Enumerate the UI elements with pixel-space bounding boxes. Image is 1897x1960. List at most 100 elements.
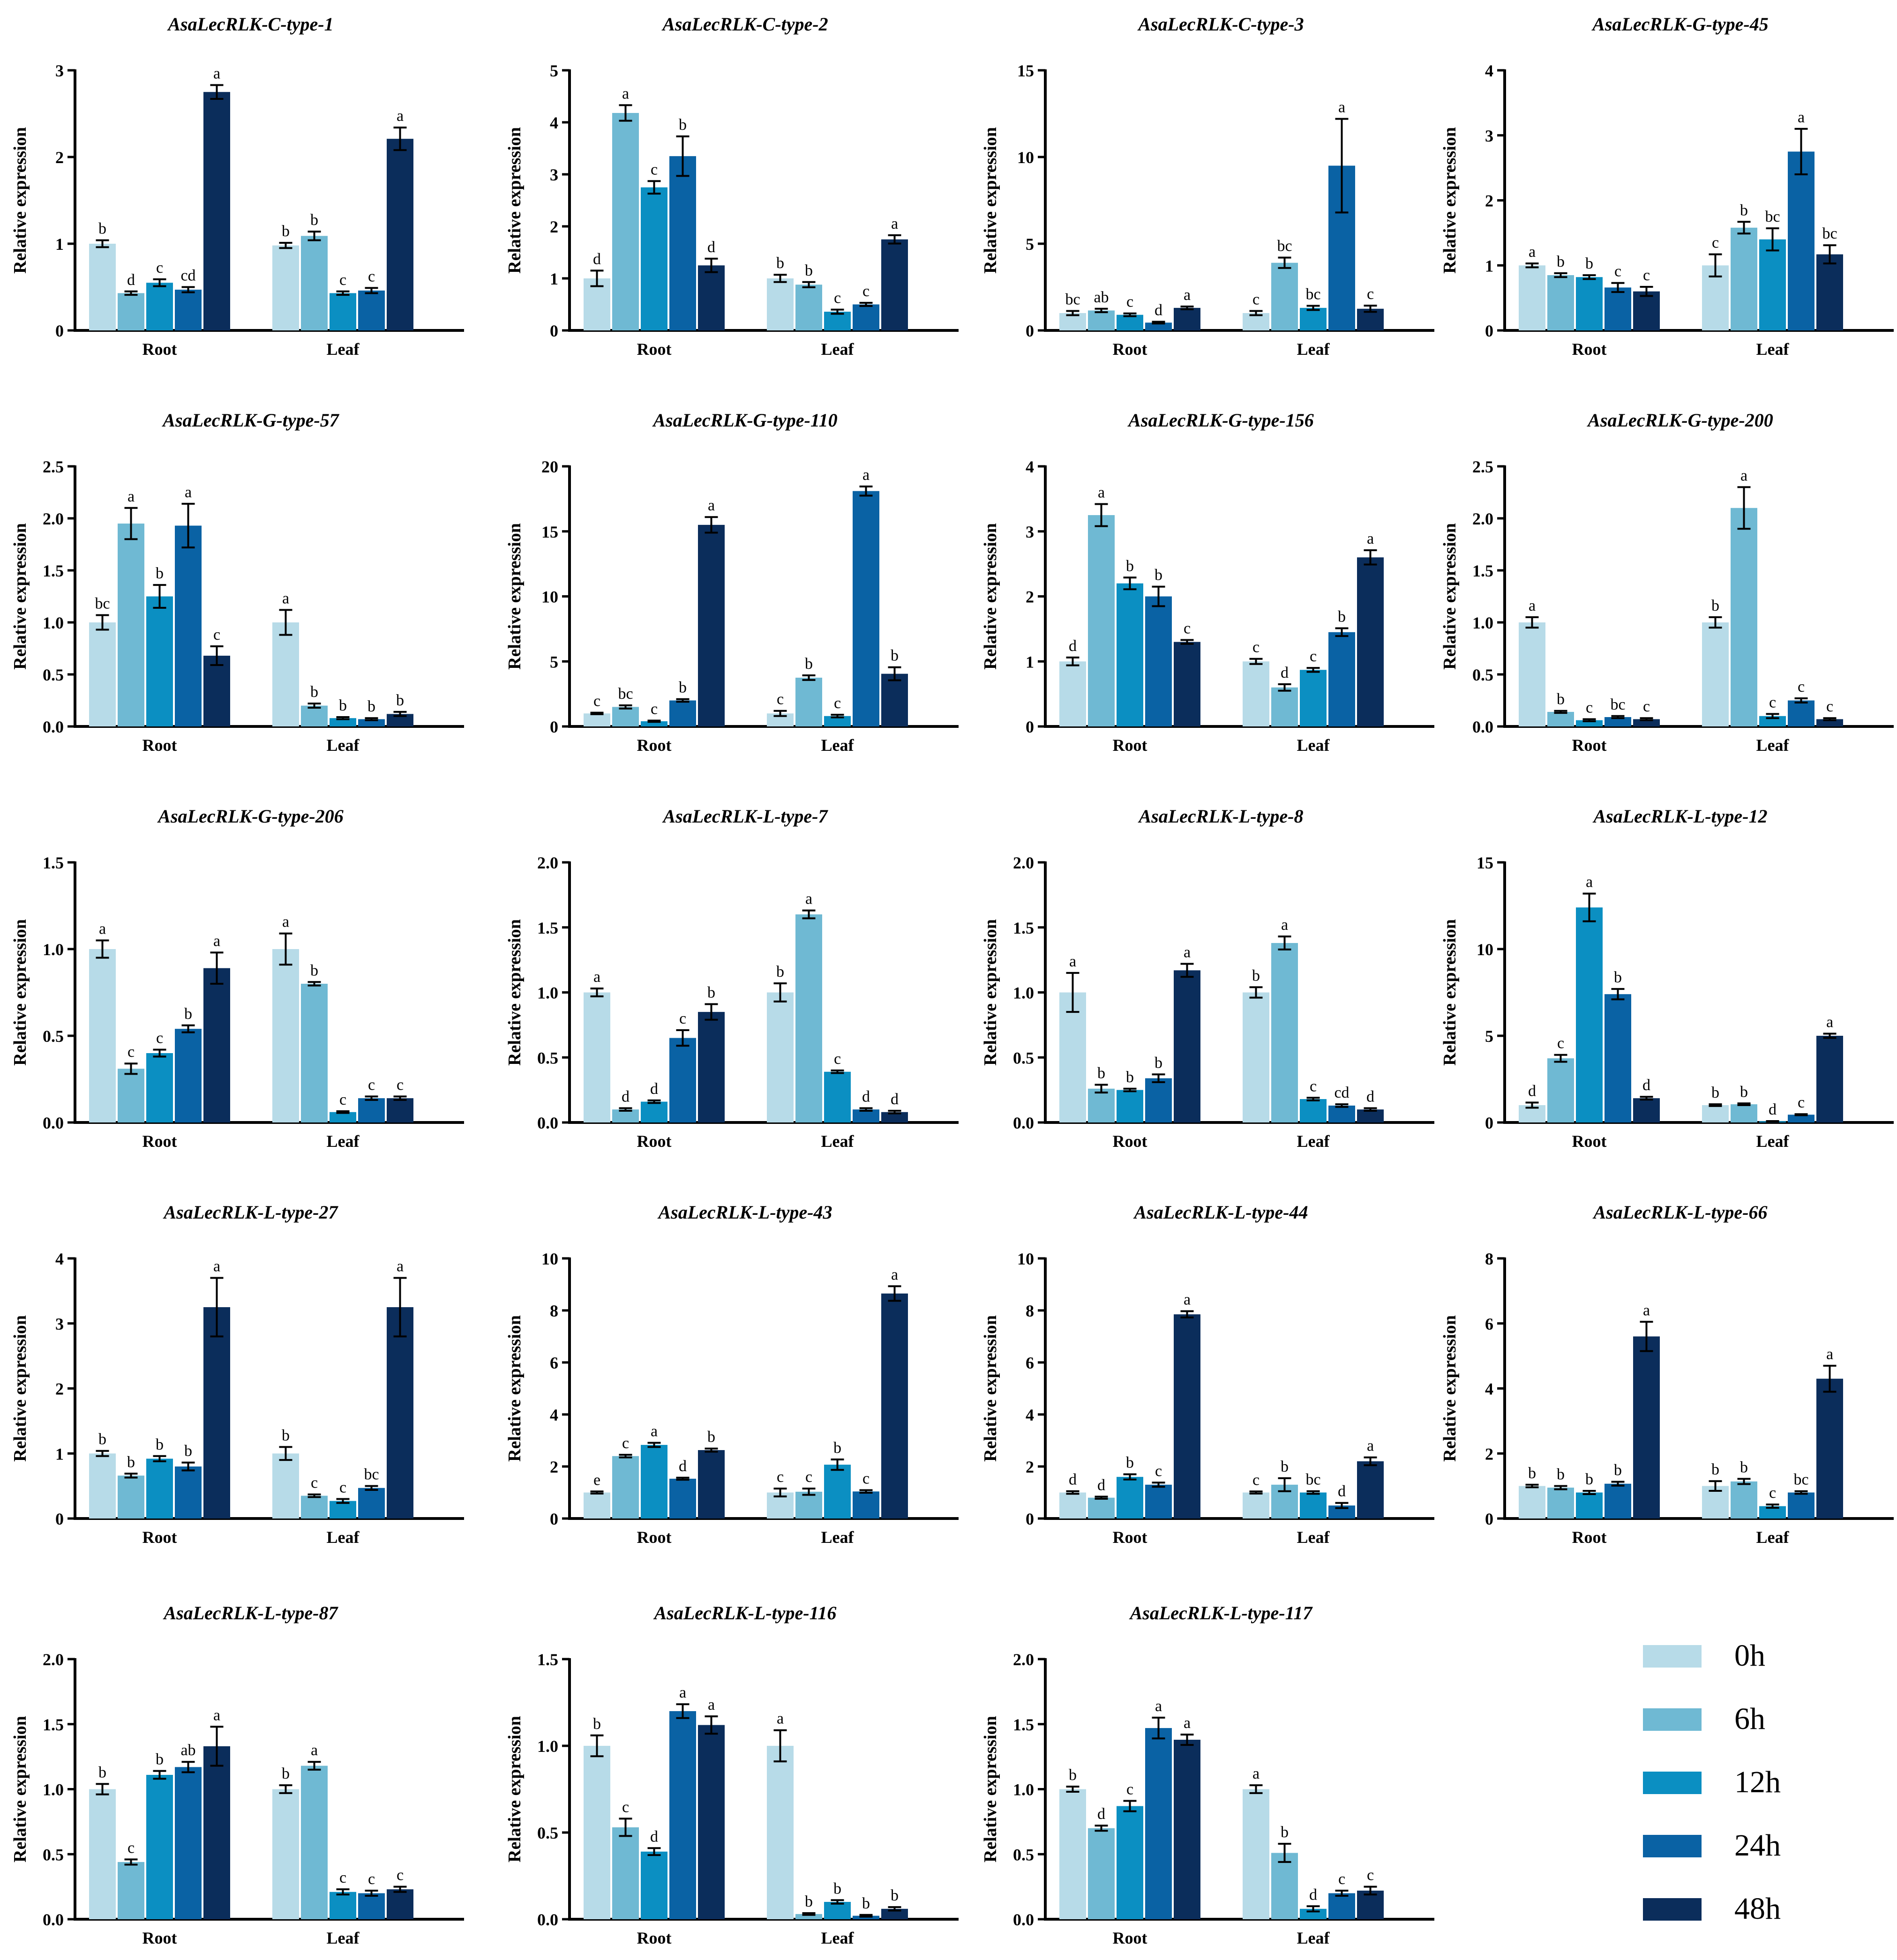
chart-panel: AsaLecRLK-G-type-110 Relative expression 0… xyxy=(505,410,959,755)
significance-letter: b xyxy=(1740,1459,1748,1476)
significance-letter: d xyxy=(650,1080,658,1098)
x-category-label: Leaf xyxy=(1297,1132,1330,1151)
x-category-label: Root xyxy=(1572,736,1607,755)
significance-letter: ab xyxy=(1094,289,1109,306)
significance-letter: b xyxy=(891,1887,899,1904)
bar xyxy=(1547,711,1574,726)
x-category-label: Leaf xyxy=(1297,736,1330,755)
bar xyxy=(358,1893,385,1919)
y-tick-label: 1.5 xyxy=(1013,1715,1034,1734)
significance-letter: a xyxy=(99,920,106,938)
significance-letter: c xyxy=(368,1870,375,1888)
x-category-label: Root xyxy=(637,1132,672,1151)
significance-letter: c xyxy=(311,1474,318,1492)
significance-letter: b xyxy=(1740,1083,1748,1100)
x-category-label: Root xyxy=(1113,1929,1147,1947)
bar xyxy=(641,1851,667,1919)
significance-letter: b xyxy=(1126,1069,1134,1086)
bar xyxy=(203,1746,230,1919)
x-category-label: Root xyxy=(1572,340,1607,359)
bar xyxy=(301,705,328,726)
significance-letter: ab xyxy=(180,1742,195,1759)
bar xyxy=(146,1774,173,1919)
bar xyxy=(1816,719,1843,726)
bar xyxy=(1633,719,1660,726)
bar xyxy=(1300,307,1327,330)
y-tick-label: 1.0 xyxy=(43,1780,64,1799)
significance-letter: c xyxy=(777,1468,784,1486)
bar xyxy=(146,596,173,726)
y-tick-label: 0.5 xyxy=(1013,1845,1034,1864)
bar xyxy=(175,290,202,330)
chart-title: AsaLecRLK-G-type-200 xyxy=(1586,410,1773,431)
y-tick-label: 1.0 xyxy=(1013,1780,1034,1799)
significance-letter: c xyxy=(1126,293,1133,311)
significance-letter: c xyxy=(156,259,163,277)
significance-letter: a xyxy=(213,1258,220,1275)
y-tick-label: 1 xyxy=(1485,256,1493,275)
significance-letter: c xyxy=(397,1077,404,1094)
chart-title: AsaLecRLK-L-type-87 xyxy=(163,1602,339,1623)
significance-letter: b xyxy=(1069,1766,1077,1784)
significance-letter: b xyxy=(282,1427,290,1444)
bar xyxy=(669,1479,696,1519)
y-axis-label: Relative expression xyxy=(505,1716,525,1863)
significance-letter: a xyxy=(1529,243,1536,261)
y-tick-label: 5 xyxy=(1026,235,1034,254)
y-tick-label: 3 xyxy=(1485,127,1493,145)
bar xyxy=(1788,151,1815,330)
significance-letter: b xyxy=(833,1880,841,1897)
bar xyxy=(1145,1484,1172,1519)
y-tick-label: 0.0 xyxy=(43,1114,64,1132)
x-category-label: Leaf xyxy=(327,1929,360,1947)
bar xyxy=(203,968,230,1122)
significance-letter: c xyxy=(1712,234,1719,252)
y-axis-label: Relative expression xyxy=(505,1315,525,1462)
significance-letter: c xyxy=(834,290,841,307)
bar xyxy=(584,1746,610,1919)
y-axis-label: Relative expression xyxy=(981,127,1000,274)
y-axis-label: Relative expression xyxy=(981,919,1000,1066)
significance-letter: b xyxy=(98,1431,106,1448)
y-axis-label: Relative expression xyxy=(981,1716,1000,1863)
y-tick-label: 4 xyxy=(1485,1380,1493,1399)
y-tick-label: 2 xyxy=(1485,192,1493,210)
chart-title: AsaLecRLK-G-type-156 xyxy=(1127,410,1313,431)
x-category-label: Leaf xyxy=(327,1528,360,1547)
x-category-label: Leaf xyxy=(821,340,855,359)
y-tick-label: 3 xyxy=(55,1315,64,1333)
significance-letter: b xyxy=(679,116,687,134)
significance-letter: c xyxy=(679,1010,686,1027)
bar xyxy=(669,1038,696,1122)
chart-panel: AsaLecRLK-L-type-117 Relative expression 0… xyxy=(981,1602,1434,1947)
chart-panel: AsaLecRLK-L-type-8 Relative expression 0.0… xyxy=(981,806,1434,1151)
significance-letter: b xyxy=(1711,1461,1719,1478)
significance-letter: a xyxy=(622,85,629,102)
bar xyxy=(881,1908,908,1919)
chart-title: AsaLecRLK-L-type-7 xyxy=(662,806,829,827)
significance-letter: a xyxy=(282,590,289,607)
bar xyxy=(1788,1115,1815,1122)
y-tick-label: 2 xyxy=(550,1458,558,1476)
bar xyxy=(1357,557,1384,726)
chart-title: AsaLecRLK-L-type-44 xyxy=(1133,1202,1308,1223)
significance-letter: b xyxy=(776,963,784,980)
bar xyxy=(1605,717,1631,726)
y-tick-label: 1.0 xyxy=(537,1737,558,1756)
y-tick-label: 0.0 xyxy=(537,1114,558,1132)
bar xyxy=(1174,1314,1200,1519)
y-tick-label: 0 xyxy=(550,718,558,736)
bar xyxy=(1300,1099,1327,1122)
y-tick-label: 8 xyxy=(1026,1302,1034,1320)
y-tick-label: 0 xyxy=(1485,1510,1493,1528)
significance-letter: a xyxy=(1529,597,1536,614)
x-category-label: Leaf xyxy=(1756,1132,1790,1151)
significance-letter: c xyxy=(834,1050,841,1068)
significance-letter: a xyxy=(397,1258,404,1275)
chart-panel: AsaLecRLK-C-type-1 Relative expression 0 1 2… xyxy=(10,14,464,359)
significance-letter: bc xyxy=(1793,1471,1808,1489)
chart-title: AsaLecRLK-G-type-110 xyxy=(652,410,837,431)
y-tick-label: 5 xyxy=(550,61,558,80)
significance-letter: b xyxy=(776,254,784,272)
